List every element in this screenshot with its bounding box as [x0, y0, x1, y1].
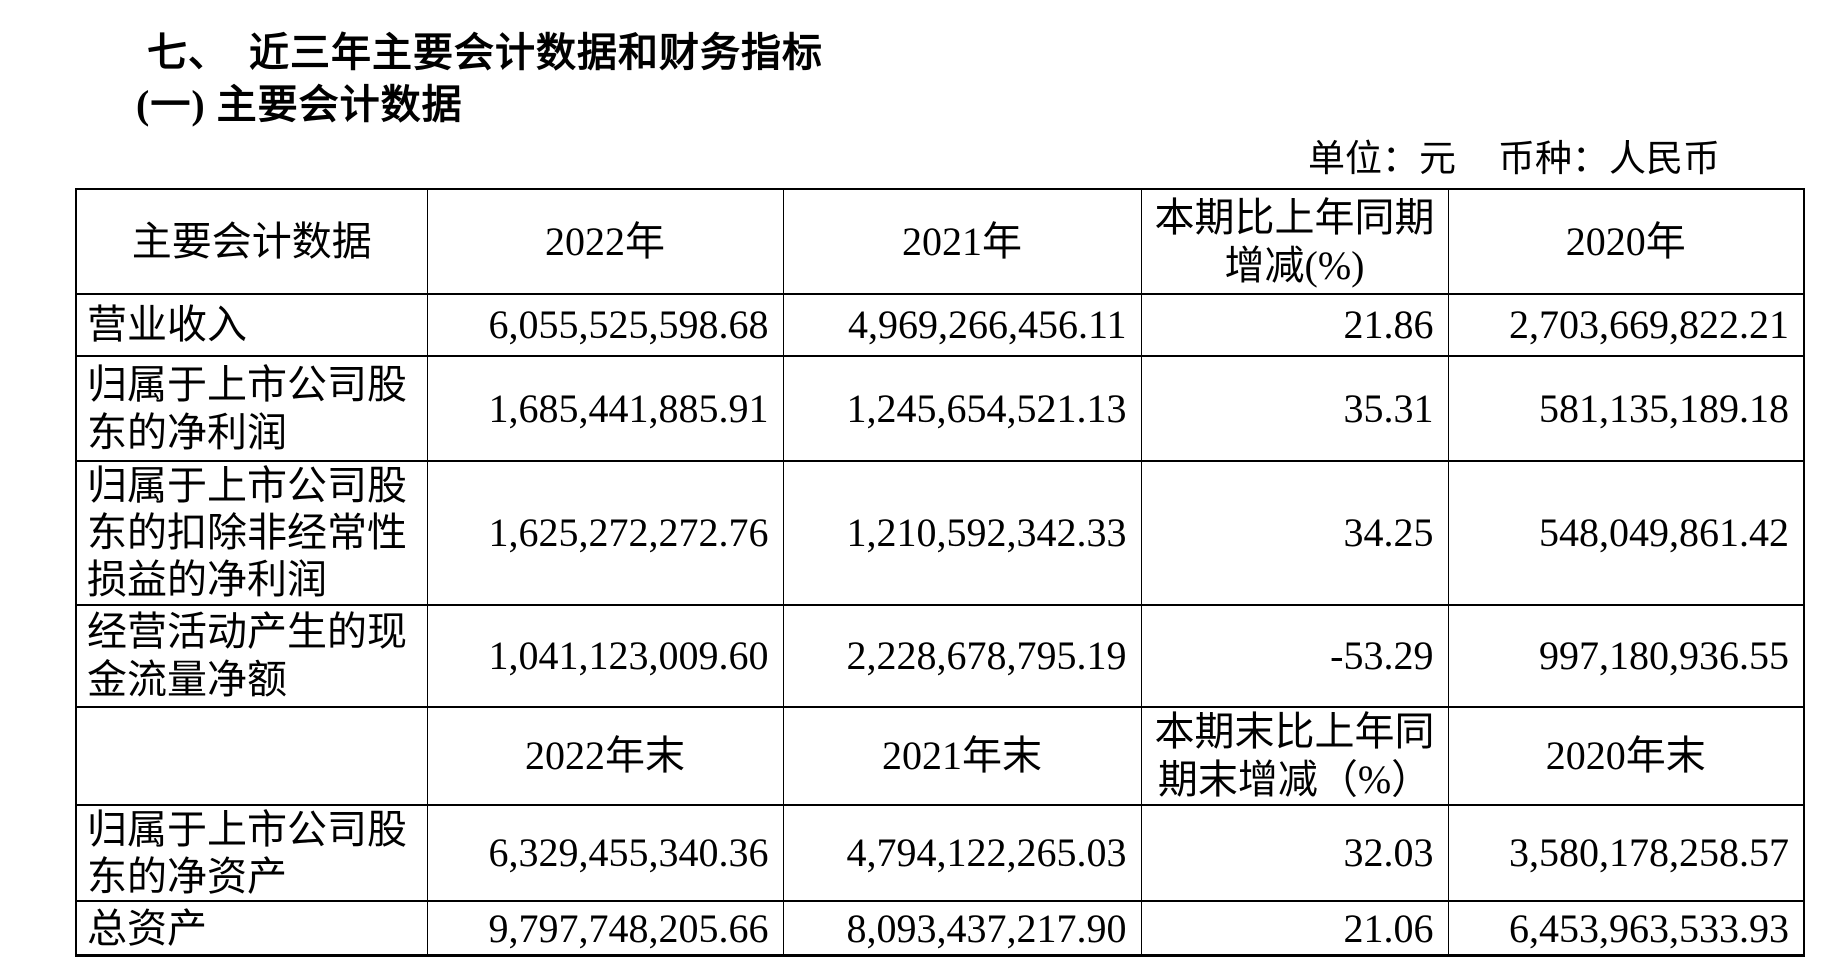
value-2021: 4,969,266,456.11	[782, 293, 1142, 357]
value-change: 35.31	[1140, 355, 1449, 462]
header-cell-2021: 2021年	[782, 188, 1142, 295]
value-2021-end: 8,093,437,217.90	[782, 899, 1142, 957]
value-2022-end: 6,329,455,340.36	[426, 803, 784, 902]
subheader-cell-2021-end: 2021年末	[782, 705, 1142, 806]
subheader-cell-2020-end: 2020年末	[1447, 705, 1805, 806]
table-subheader-row: 2022年末 2021年末 本期末比上年同 期末增减（%） 2020年末	[75, 705, 1805, 806]
unit-label: 单位：元	[1308, 139, 1456, 180]
value-2020: 548,049,861.42	[1447, 460, 1805, 606]
value-2022: 1,041,123,009.60	[426, 603, 784, 708]
section-heading: 七、 近三年主要会计数据和财务指标	[147, 20, 823, 78]
value-change-end: 21.06	[1140, 899, 1449, 957]
header-cell-2022: 2022年	[426, 188, 784, 295]
value-2020: 581,135,189.18	[1447, 355, 1805, 462]
table-row-operating-revenue: 营业收入 6,055,525,598.68 4,969,266,456.11 2…	[75, 293, 1805, 357]
table-row-total-assets: 总资产 9,797,748,205.66 8,093,437,217.90 21…	[75, 899, 1805, 957]
value-change: 21.86	[1140, 293, 1449, 357]
value-2021: 1,245,654,521.13	[782, 355, 1142, 462]
value-2020: 2,703,669,822.21	[1447, 293, 1805, 357]
value-2021: 2,228,678,795.19	[782, 603, 1142, 708]
accounting-data-table: 主要会计数据 2022年 2021年 本期比上年同期 增减(%) 2020年 营…	[75, 188, 1805, 958]
row-label: 营业收入	[75, 293, 428, 357]
header-cell-indicator: 主要会计数据	[75, 188, 428, 295]
row-label: 归属于上市公司股东的净资产	[75, 803, 428, 902]
value-2021-end: 4,794,122,265.03	[782, 803, 1142, 902]
table-row-operating-cash-flow: 经营活动产生的现金流量净额 1,041,123,009.60 2,228,678…	[75, 603, 1805, 708]
row-label: 总资产	[75, 899, 428, 957]
section-number: 七、	[147, 30, 229, 75]
table-row-net-assets: 归属于上市公司股东的净资产 6,329,455,340.36 4,794,122…	[75, 803, 1805, 902]
value-change: -53.29	[1140, 603, 1449, 708]
header-cell-change: 本期比上年同期 增减(%)	[1140, 188, 1449, 295]
row-label: 经营活动产生的现金流量净额	[75, 603, 428, 708]
value-2020-end: 6,453,963,533.93	[1447, 899, 1805, 957]
value-2022-end: 9,797,748,205.66	[426, 899, 784, 957]
value-2022: 1,685,441,885.91	[426, 355, 784, 462]
currency-label: 币种：人民币	[1498, 139, 1720, 180]
section-title: 近三年主要会计数据和财务指标	[249, 30, 823, 75]
subheader-cell-change-end: 本期末比上年同 期末增减（%）	[1140, 705, 1449, 806]
value-change: 34.25	[1140, 460, 1449, 606]
value-2020: 997,180,936.55	[1447, 603, 1805, 708]
table-row-net-profit-deducted: 归属于上市公司股东的扣除非经常性损益的净利润 1,625,272,272.76 …	[75, 460, 1805, 606]
header-cell-2020: 2020年	[1447, 188, 1805, 295]
row-label: 归属于上市公司股东的扣除非经常性损益的净利润	[75, 460, 428, 606]
value-2020-end: 3,580,178,258.57	[1447, 803, 1805, 902]
value-2022: 1,625,272,272.76	[426, 460, 784, 606]
value-2021: 1,210,592,342.33	[782, 460, 1142, 606]
table-header-row: 主要会计数据 2022年 2021年 本期比上年同期 增减(%) 2020年	[75, 188, 1805, 295]
row-label: 归属于上市公司股东的净利润	[75, 355, 428, 462]
value-2022: 6,055,525,598.68	[426, 293, 784, 357]
subsection-heading: (一) 主要会计数据	[136, 82, 463, 127]
unit-note: 单位：元 币种：人民币	[1308, 128, 1720, 182]
value-change-end: 32.03	[1140, 803, 1449, 902]
subheader-cell-empty	[75, 705, 428, 806]
subheader-cell-2022-end: 2022年末	[426, 705, 784, 806]
table-row-net-profit: 归属于上市公司股东的净利润 1,685,441,885.91 1,245,654…	[75, 355, 1805, 462]
